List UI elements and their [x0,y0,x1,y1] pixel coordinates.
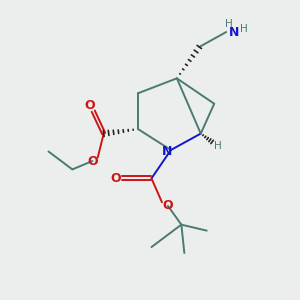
Text: O: O [163,199,173,212]
Text: H: H [225,19,232,29]
Text: O: O [84,99,95,112]
Text: N: N [162,145,172,158]
Text: O: O [87,154,98,167]
Text: O: O [110,172,121,185]
Text: N: N [229,26,240,38]
Text: H: H [240,24,248,34]
Text: H: H [214,141,221,151]
